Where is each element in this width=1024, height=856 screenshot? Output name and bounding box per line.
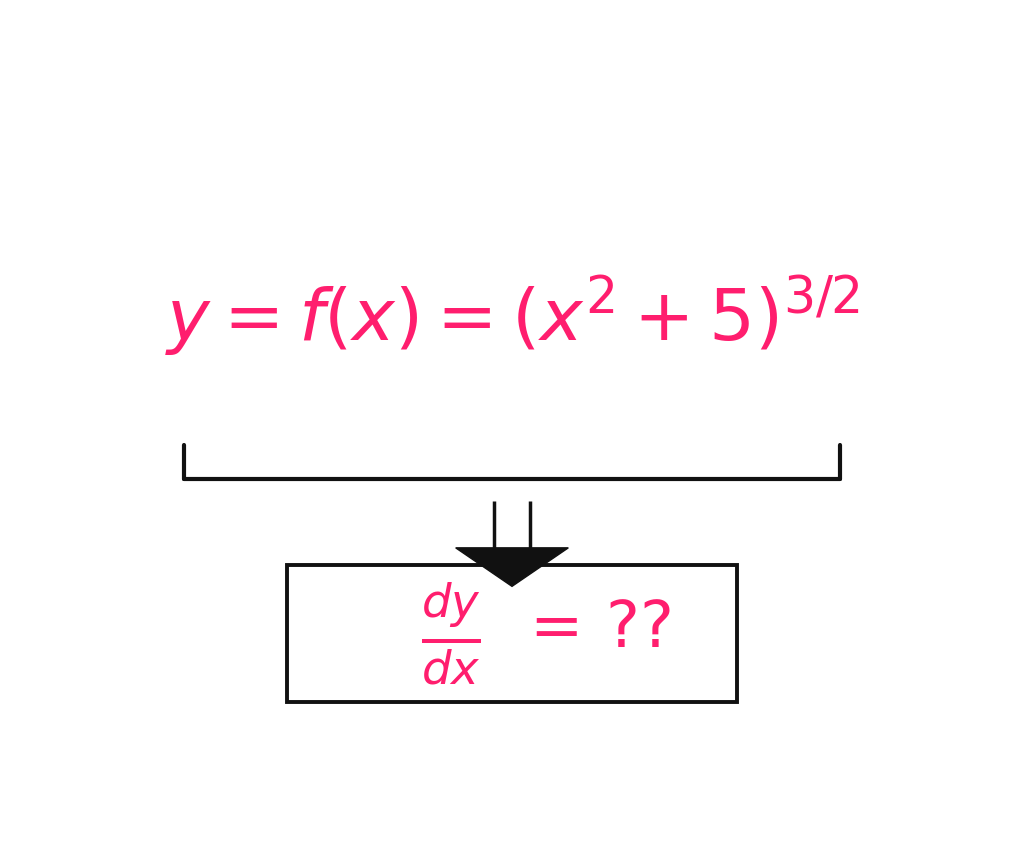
Text: $= \,??$: $= \,??$ <box>517 598 671 660</box>
Text: $\frac{dy}{dx}$: $\frac{dy}{dx}$ <box>421 580 480 687</box>
Text: $y = f(x) = (x^{2}+5)^{3/2}$: $y = f(x) = (x^{2}+5)^{3/2}$ <box>165 274 859 360</box>
Bar <box>287 565 737 702</box>
Polygon shape <box>456 548 568 586</box>
